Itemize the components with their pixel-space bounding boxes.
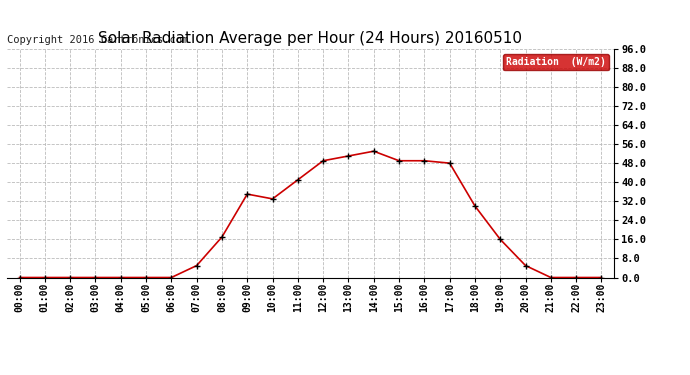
Text: Copyright 2016 Cartronics.com: Copyright 2016 Cartronics.com [7,35,188,45]
Legend: Radiation  (W/m2): Radiation (W/m2) [502,54,609,70]
Title: Solar Radiation Average per Hour (24 Hours) 20160510: Solar Radiation Average per Hour (24 Hou… [99,31,522,46]
